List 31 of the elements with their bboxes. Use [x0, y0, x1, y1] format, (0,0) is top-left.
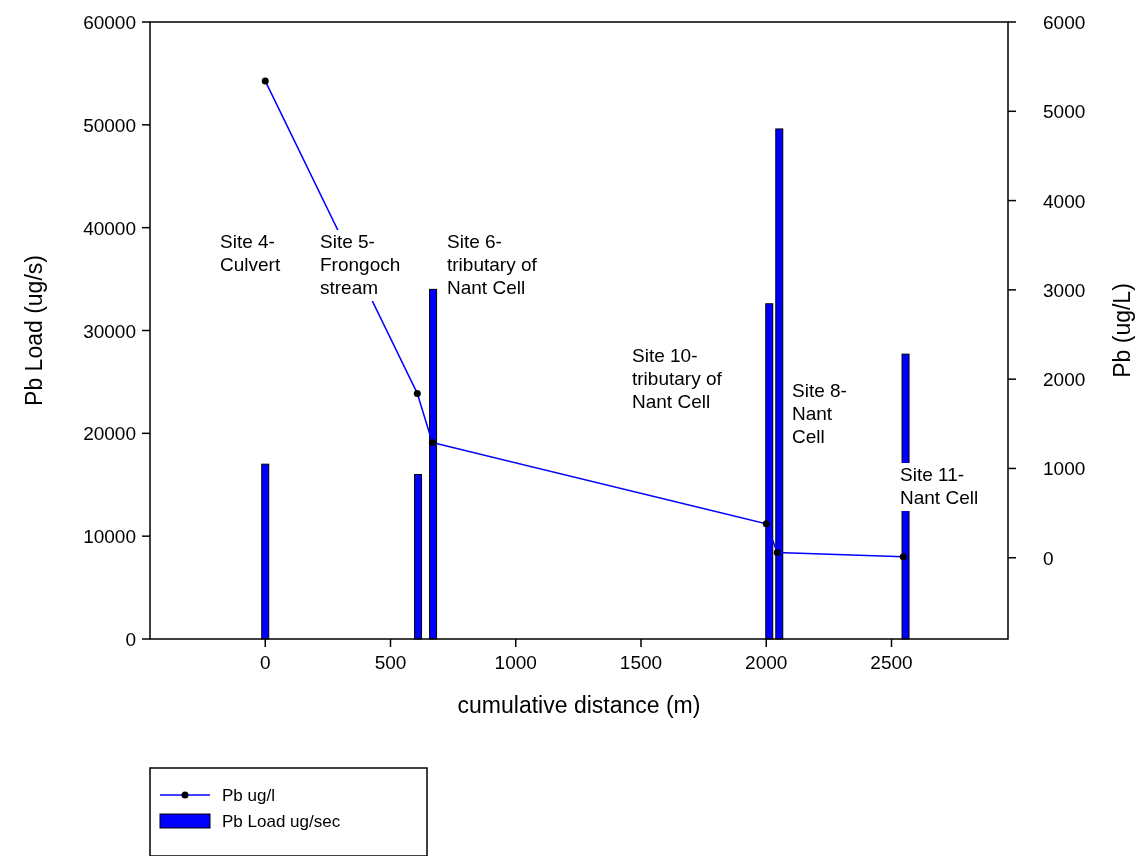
legend-label: Pb ug/l [222, 786, 275, 805]
y-tick-label: 20000 [83, 423, 136, 445]
y-axis-title: Pb Load (ug/s) [21, 255, 47, 406]
y-tick-label: 40000 [83, 217, 136, 239]
x-tick-label: 1500 [619, 652, 663, 673]
y-tick-label: 10000 [83, 526, 136, 548]
x-tick-label: 1000 [494, 652, 537, 673]
y-tick-label: 60000 [83, 12, 136, 33]
y2-tick-label: 1000 [1043, 458, 1086, 480]
x-axis-title: cumulative distance (m) [457, 692, 701, 718]
y2-axis-title: Pb (ug/L) [1109, 283, 1135, 378]
y2-tick-label: 0 [1043, 547, 1054, 569]
y-tick-label: 30000 [83, 320, 136, 342]
y2-tick-label: 4000 [1043, 190, 1086, 212]
x-tick-label: 2500 [870, 652, 913, 673]
y2-tick-label: 3000 [1043, 279, 1086, 301]
annotation: Site 6- tributary of Nant Cell [447, 231, 538, 298]
x-tick-label: 500 [374, 652, 407, 673]
y2-tick-label: 5000 [1043, 101, 1086, 123]
annotation: Site 11- Nant Cell [900, 464, 979, 508]
annotation: Site 5- Frongoch stream [320, 231, 401, 298]
y2-tick-label: 6000 [1043, 12, 1086, 33]
y2-tick-label: 2000 [1043, 369, 1086, 391]
x-tick-label: 2000 [745, 652, 788, 673]
y-tick-label: 50000 [83, 114, 136, 136]
annotation: Site 8- Nant Cell [792, 380, 847, 447]
annotation: Site 10- tributary of Nant Cell [632, 345, 723, 412]
x-tick-label: 0 [259, 652, 271, 673]
legend-label: Pb Load ug/sec [222, 812, 341, 831]
y-tick-label: 0 [125, 629, 136, 650]
annotation: Site 4- Culvert [220, 231, 281, 275]
